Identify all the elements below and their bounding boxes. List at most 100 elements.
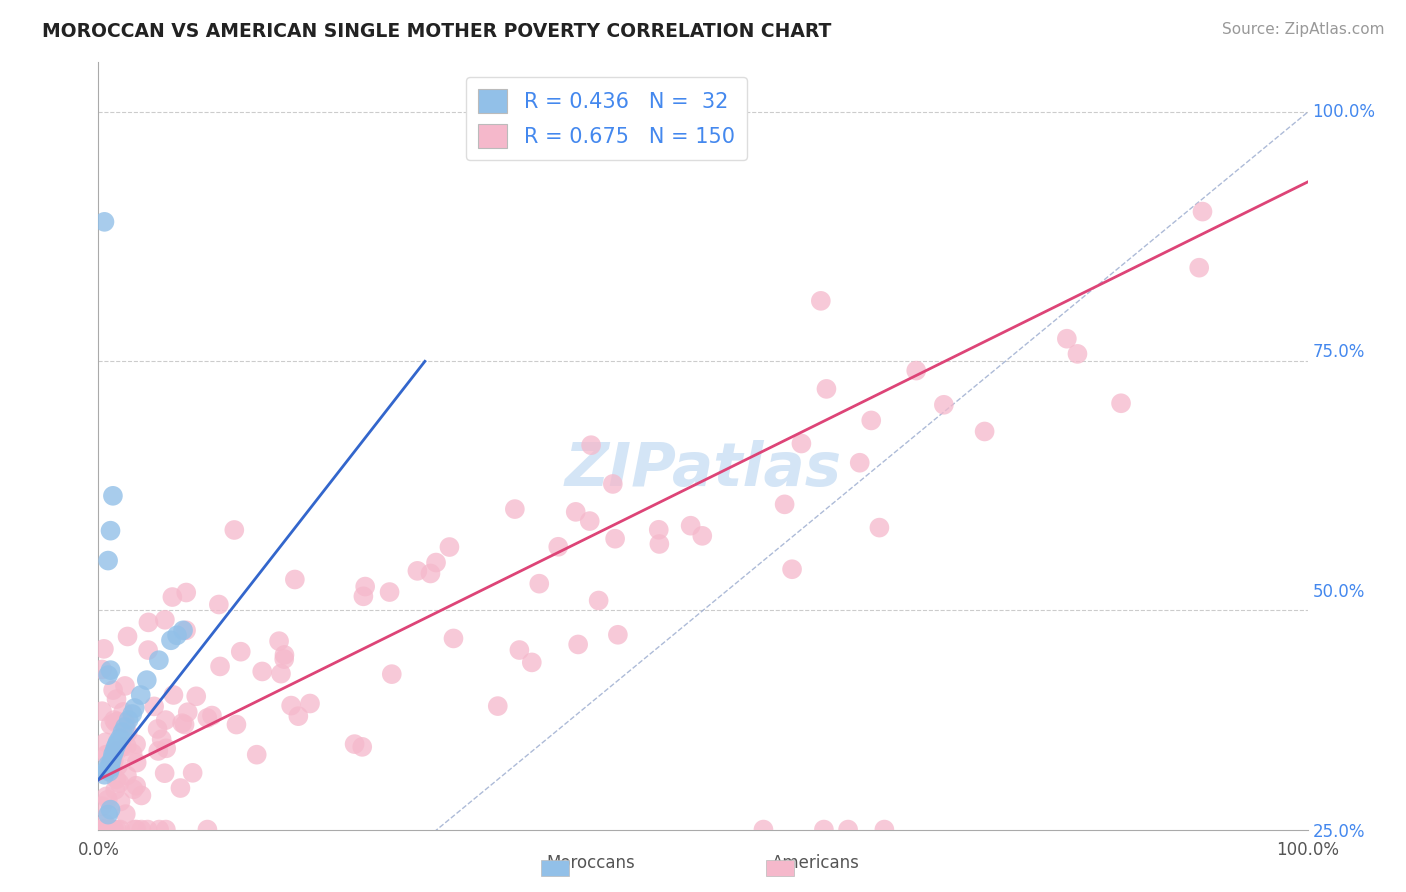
Point xyxy=(250,665,273,679)
Point xyxy=(209,659,232,673)
Point xyxy=(406,564,429,578)
Point xyxy=(354,580,377,594)
Point xyxy=(439,540,461,554)
Point xyxy=(101,761,124,775)
Point xyxy=(648,537,671,551)
Point xyxy=(177,705,200,719)
Point xyxy=(136,643,159,657)
Point xyxy=(97,757,120,772)
Point xyxy=(121,747,143,761)
Point xyxy=(905,363,928,377)
Point xyxy=(564,505,586,519)
Point xyxy=(91,822,114,837)
Point xyxy=(169,780,191,795)
Point xyxy=(443,632,465,646)
Point xyxy=(100,753,122,767)
Point xyxy=(94,735,117,749)
Point xyxy=(112,705,135,719)
Point xyxy=(101,489,124,503)
Point xyxy=(790,436,813,450)
Point xyxy=(225,717,247,731)
Point xyxy=(848,456,870,470)
Point xyxy=(143,699,166,714)
Point xyxy=(197,822,219,837)
Text: Moroccans: Moroccans xyxy=(546,855,636,872)
Point xyxy=(166,628,188,642)
Point xyxy=(110,794,132,808)
Point xyxy=(93,768,115,782)
Point xyxy=(148,822,170,837)
Point xyxy=(343,737,366,751)
Point xyxy=(529,576,551,591)
Text: Source: ZipAtlas.com: Source: ZipAtlas.com xyxy=(1222,22,1385,37)
Point xyxy=(97,807,120,822)
Point xyxy=(125,756,148,770)
Point xyxy=(810,293,832,308)
Point xyxy=(648,523,671,537)
Point xyxy=(108,731,131,745)
Point xyxy=(111,739,134,754)
Point xyxy=(973,425,995,439)
Point xyxy=(136,822,159,837)
Point xyxy=(860,413,883,427)
Point xyxy=(150,732,173,747)
Point xyxy=(138,615,160,630)
Point xyxy=(93,641,115,656)
Point xyxy=(131,789,153,803)
Point xyxy=(284,573,307,587)
Point xyxy=(94,817,117,831)
Point xyxy=(567,637,589,651)
Point xyxy=(91,704,114,718)
Point xyxy=(107,714,129,729)
Point xyxy=(181,765,204,780)
Point xyxy=(547,540,569,554)
Point xyxy=(101,747,124,762)
Point xyxy=(773,497,796,511)
Point xyxy=(103,822,125,837)
Point xyxy=(172,716,194,731)
Point xyxy=(107,743,129,757)
Point xyxy=(155,713,177,727)
Point xyxy=(148,744,170,758)
Point xyxy=(100,718,122,732)
Point xyxy=(122,782,145,797)
Point xyxy=(104,740,127,755)
Point xyxy=(679,518,702,533)
Text: Americans: Americans xyxy=(772,855,859,872)
Point xyxy=(148,653,170,667)
Point xyxy=(690,529,713,543)
Point xyxy=(93,822,115,837)
Point xyxy=(1191,204,1213,219)
Point xyxy=(780,562,803,576)
Point xyxy=(91,822,114,837)
Point xyxy=(270,666,292,681)
Point xyxy=(107,759,129,773)
Point xyxy=(172,624,194,638)
Point xyxy=(105,822,128,837)
Point xyxy=(186,690,208,704)
Point xyxy=(131,822,153,837)
Point xyxy=(578,514,600,528)
Point xyxy=(146,722,169,736)
Point xyxy=(101,683,124,698)
Point xyxy=(129,688,152,702)
Point xyxy=(125,779,148,793)
Point xyxy=(287,709,309,723)
Point xyxy=(837,822,859,837)
Point xyxy=(606,628,628,642)
Point xyxy=(1188,260,1211,275)
Point xyxy=(273,652,295,666)
Point xyxy=(352,590,374,604)
Point xyxy=(93,215,115,229)
Point xyxy=(815,382,838,396)
Point xyxy=(114,720,136,734)
Point xyxy=(100,756,122,771)
Point xyxy=(105,738,128,752)
Point xyxy=(155,741,177,756)
Point xyxy=(107,735,129,749)
Point xyxy=(96,763,118,777)
Point xyxy=(124,822,146,837)
Point xyxy=(1056,332,1078,346)
Point xyxy=(114,715,136,730)
Point xyxy=(873,822,896,837)
